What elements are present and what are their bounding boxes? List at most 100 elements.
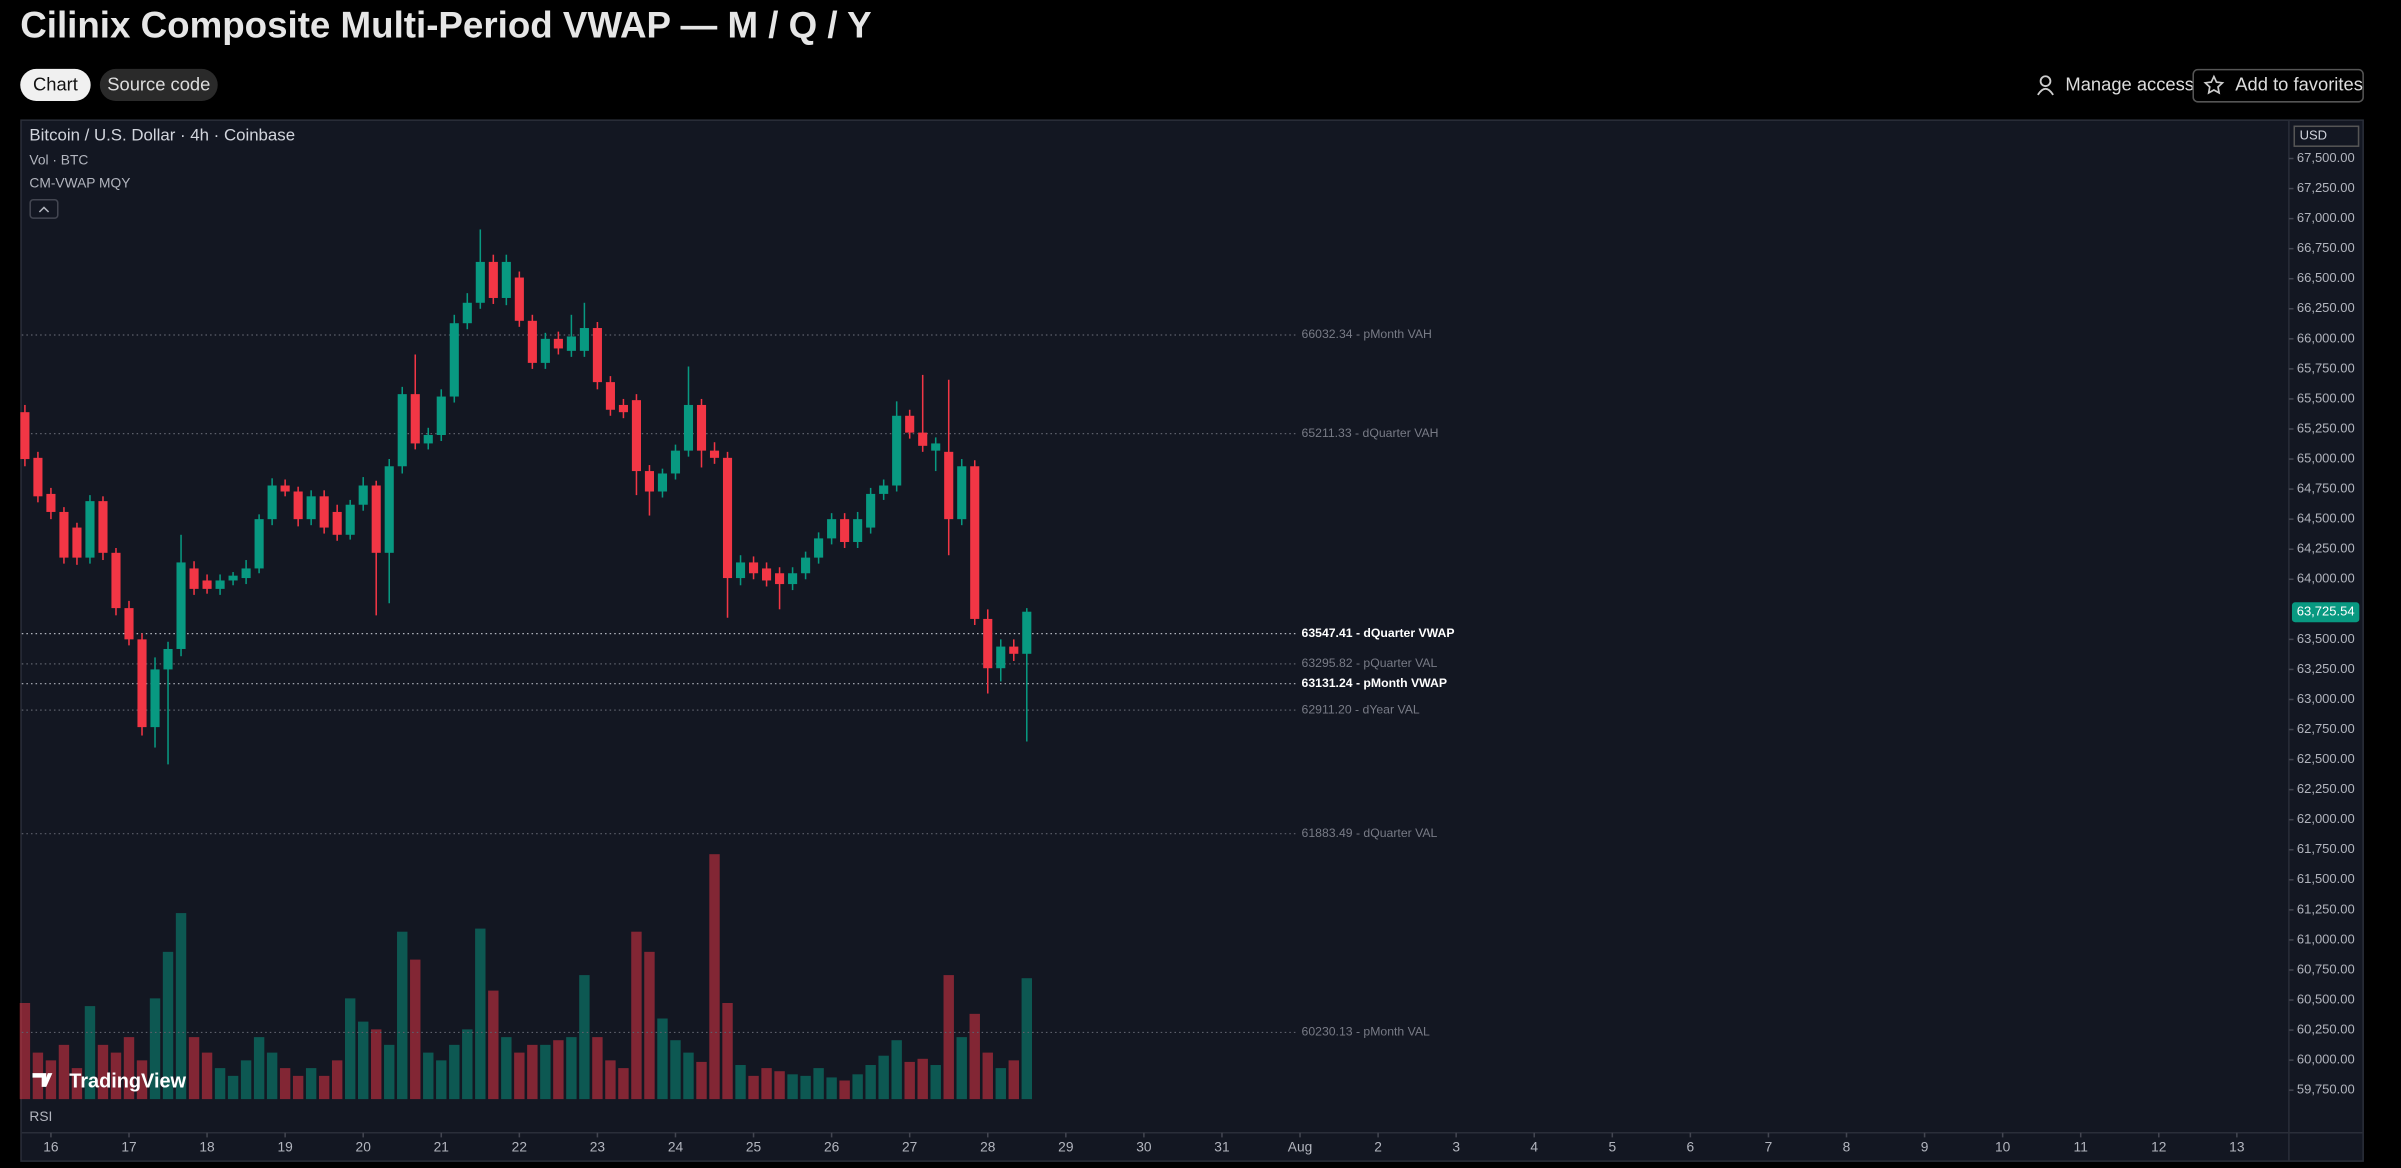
watermark-text: TradingView bbox=[69, 1071, 186, 1093]
volume-bar bbox=[969, 1013, 980, 1100]
candle-body bbox=[397, 394, 407, 467]
candle-body bbox=[176, 562, 186, 649]
x-tick-label: 19 bbox=[277, 1140, 292, 1155]
candle-body bbox=[853, 519, 863, 542]
x-tick-label: 21 bbox=[434, 1140, 449, 1155]
candle-body bbox=[566, 336, 576, 351]
candle-body bbox=[748, 562, 759, 574]
collapse-button[interactable] bbox=[29, 199, 59, 219]
x-tick-label: 26 bbox=[824, 1140, 840, 1155]
candle-body bbox=[384, 466, 394, 553]
candle-body bbox=[931, 443, 941, 451]
candle-body bbox=[85, 501, 95, 558]
volume-bar bbox=[45, 1060, 57, 1100]
candle-body bbox=[540, 338, 550, 363]
favorites-button[interactable] bbox=[2192, 68, 2364, 103]
level-label: 63295.82 - pQuarter VAL bbox=[1302, 656, 1438, 670]
x-tick-label: 9 bbox=[1921, 1140, 1929, 1155]
candle-body bbox=[241, 568, 251, 579]
candle-body bbox=[970, 466, 980, 619]
y-tick-label: 61,000.00 bbox=[2297, 931, 2355, 946]
action-label[interactable]: Add to favorites bbox=[2235, 74, 2363, 95]
x-tick-label: 23 bbox=[590, 1140, 606, 1155]
volume-bar bbox=[800, 1075, 811, 1100]
x-tick-label: 25 bbox=[746, 1140, 762, 1155]
y-tick-label: 60,500.00 bbox=[2297, 991, 2355, 1006]
candle-body bbox=[892, 415, 902, 486]
volume-bar bbox=[904, 1061, 915, 1100]
candle-body bbox=[905, 415, 915, 433]
y-tick-label: 62,750.00 bbox=[2297, 721, 2355, 736]
x-tick-label: 27 bbox=[902, 1140, 917, 1155]
volume-bar bbox=[279, 1068, 291, 1100]
y-tick-label: 64,500.00 bbox=[2297, 511, 2355, 526]
currency[interactable]: USD bbox=[2300, 128, 2327, 143]
currency-box[interactable] bbox=[2293, 125, 2360, 147]
tab-chart[interactable] bbox=[20, 68, 91, 102]
symbol-legend: Bitcoin / U.S. Dollar · 4h · Coinbase bbox=[29, 126, 295, 145]
candle-body bbox=[189, 568, 199, 589]
volume-bar bbox=[266, 1052, 278, 1100]
volume-bar bbox=[579, 975, 590, 1100]
candle-body bbox=[801, 557, 811, 574]
volume-bar bbox=[891, 1040, 902, 1100]
candle-body bbox=[332, 511, 342, 535]
level-label: 65211.33 - dQuarter VAH bbox=[1302, 426, 1439, 440]
tab-label[interactable]: Chart bbox=[33, 74, 78, 95]
volume-bar bbox=[397, 931, 408, 1100]
candle-body bbox=[33, 457, 43, 497]
volume-bar bbox=[475, 928, 486, 1100]
y-tick-label: 62,000.00 bbox=[2297, 811, 2355, 826]
y-tick-label: 64,250.00 bbox=[2297, 541, 2355, 556]
candle-body bbox=[1022, 611, 1032, 654]
volume-bar bbox=[696, 1061, 707, 1100]
volume-bar bbox=[19, 1003, 31, 1100]
tab-label[interactable]: Source code bbox=[107, 74, 210, 95]
y-tick-label: 65,500.00 bbox=[2297, 390, 2355, 405]
y-tick-label: 66,750.00 bbox=[2297, 240, 2355, 255]
candle-body bbox=[345, 504, 355, 535]
volume-bar bbox=[774, 1071, 785, 1100]
y-tick-label: 65,250.00 bbox=[2297, 420, 2355, 435]
candle-body bbox=[775, 573, 785, 585]
volume-bar bbox=[1021, 978, 1032, 1100]
y-tick-label: 67,500.00 bbox=[2297, 150, 2355, 165]
candle-body bbox=[827, 519, 837, 539]
volume-bar bbox=[136, 1060, 148, 1100]
action-label[interactable]: Manage access bbox=[2065, 74, 2194, 95]
candle-body bbox=[111, 552, 121, 609]
volume-bar bbox=[722, 1003, 733, 1100]
volume-bar bbox=[683, 1052, 694, 1100]
y-tick-label: 63,000.00 bbox=[2297, 691, 2355, 706]
candle-body bbox=[59, 511, 69, 558]
candle-body bbox=[462, 302, 472, 324]
x-tick-label: 31 bbox=[1214, 1140, 1229, 1155]
volume-bar bbox=[540, 1044, 551, 1100]
candle-body bbox=[475, 261, 485, 303]
volume-bar bbox=[84, 1006, 96, 1100]
candle-body bbox=[488, 261, 498, 298]
candle-body bbox=[696, 404, 707, 451]
tab-source[interactable] bbox=[99, 68, 218, 102]
candle-body bbox=[1009, 646, 1019, 654]
volume-bar bbox=[436, 1060, 447, 1100]
volume-bar bbox=[162, 951, 174, 1100]
candle-body bbox=[553, 338, 563, 349]
y-tick-label: 66,500.00 bbox=[2297, 270, 2355, 285]
x-tick-label: 30 bbox=[1136, 1140, 1152, 1155]
manage-access[interactable]: Manage access bbox=[2037, 74, 2194, 96]
y-tick-label: 65,750.00 bbox=[2297, 360, 2355, 375]
candle-body bbox=[215, 580, 225, 589]
volume-bar bbox=[423, 1052, 434, 1100]
volume-bar bbox=[709, 854, 720, 1100]
volume-bar bbox=[657, 1018, 668, 1100]
indicator-legend: CM-VWAP MQY bbox=[29, 175, 130, 190]
volume-bar bbox=[305, 1068, 317, 1100]
y-tick-label: 64,000.00 bbox=[2297, 571, 2355, 586]
y-tick-label: 66,000.00 bbox=[2297, 330, 2355, 345]
candle-body bbox=[788, 573, 798, 585]
y-tick-label: 67,250.00 bbox=[2297, 180, 2355, 195]
volume-bar bbox=[527, 1044, 538, 1100]
volume-bar bbox=[371, 1029, 382, 1100]
